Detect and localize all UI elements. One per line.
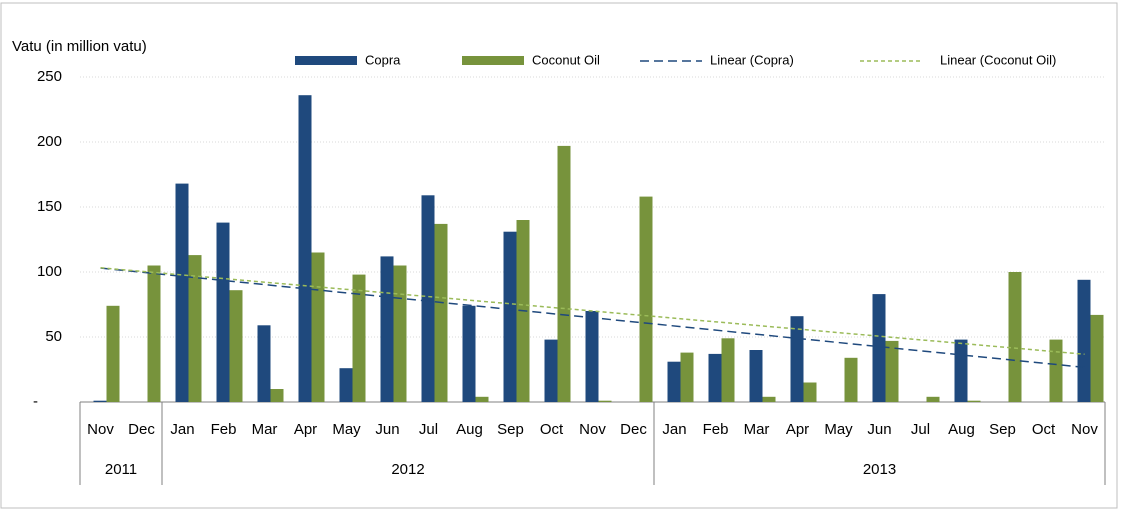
x-tick-label: Mar [252, 421, 278, 438]
bar [1049, 339, 1063, 402]
legend-swatch [295, 56, 357, 65]
x-tick-label: Nov [1071, 421, 1098, 438]
bar [298, 95, 312, 402]
bar [1090, 314, 1104, 402]
bar [93, 400, 107, 402]
x-tick-label: May [824, 421, 853, 438]
x-tick-label: Aug [456, 421, 483, 438]
y-tick-label: 50 [45, 328, 62, 345]
x-tick-label: Dec [620, 421, 647, 438]
bar [106, 305, 120, 402]
x-tick-label: Sep [989, 421, 1016, 438]
bar [475, 396, 489, 402]
x-tick-label: Mar [744, 421, 770, 438]
bar [708, 353, 722, 402]
x-tick-label: Nov [87, 421, 114, 438]
y-tick-label: 250 [37, 68, 62, 85]
bar [311, 252, 325, 402]
bar [762, 396, 776, 402]
x-tick-label: Feb [703, 421, 729, 438]
bar [790, 316, 804, 402]
x-tick-label: Apr [294, 421, 317, 438]
bar [175, 183, 189, 402]
bar [872, 294, 886, 402]
x-tick-label: Jan [170, 421, 194, 438]
bar [598, 400, 612, 402]
group-label: 2011 [105, 461, 137, 478]
x-tick-label: Dec [128, 421, 155, 438]
bar [257, 325, 271, 402]
legend-label: Linear (Coconut Oil) [940, 52, 1056, 67]
legend-swatch [462, 56, 524, 65]
bar [434, 223, 448, 402]
bar [803, 382, 817, 402]
bar [421, 195, 435, 402]
group-label: 2012 [391, 461, 424, 478]
bar [216, 222, 230, 402]
x-tick-label: Jul [911, 421, 930, 438]
bar [639, 196, 653, 402]
bar [749, 350, 763, 402]
bar [270, 389, 284, 402]
bar [926, 396, 940, 402]
group-label: 2013 [863, 461, 896, 478]
y-tick-label: 200 [37, 133, 62, 150]
bar [503, 231, 517, 402]
x-tick-label: Jun [867, 421, 891, 438]
x-tick-label: Aug [948, 421, 975, 438]
legend-label: Copra [365, 52, 401, 67]
y-axis-label: Vatu (in million vatu) [12, 38, 147, 55]
x-tick-label: Jan [662, 421, 686, 438]
bar [954, 339, 968, 402]
bar [844, 357, 858, 402]
x-tick-label: Apr [786, 421, 809, 438]
x-tick-label: Jul [419, 421, 438, 438]
x-tick-label: Sep [497, 421, 524, 438]
bar [229, 290, 243, 402]
x-tick-label: May [332, 421, 361, 438]
bar [380, 256, 394, 402]
bar [721, 338, 735, 402]
bar [352, 274, 366, 402]
legend-label: Coconut Oil [532, 52, 600, 67]
y-tick-label: 100 [37, 263, 62, 280]
y-tick-label: - [33, 393, 38, 410]
bar [339, 368, 353, 402]
y-tick-label: 150 [37, 198, 62, 215]
trendline [100, 267, 1085, 369]
bar [585, 311, 599, 402]
legend-label: Linear (Copra) [710, 52, 794, 67]
bar [1008, 272, 1022, 402]
bar [147, 265, 161, 402]
trendline [100, 267, 1085, 355]
x-tick-label: Nov [579, 421, 606, 438]
bar [462, 305, 476, 402]
bar [188, 255, 202, 402]
bar [544, 339, 558, 402]
x-tick-label: Oct [540, 421, 564, 438]
bar [680, 352, 694, 402]
bar [885, 340, 899, 402]
bar [557, 145, 571, 402]
bar [667, 361, 681, 402]
x-tick-label: Feb [211, 421, 237, 438]
x-tick-label: Jun [375, 421, 399, 438]
bar [1077, 279, 1091, 402]
x-tick-label: Oct [1032, 421, 1056, 438]
bar [967, 400, 981, 402]
bar [393, 265, 407, 402]
